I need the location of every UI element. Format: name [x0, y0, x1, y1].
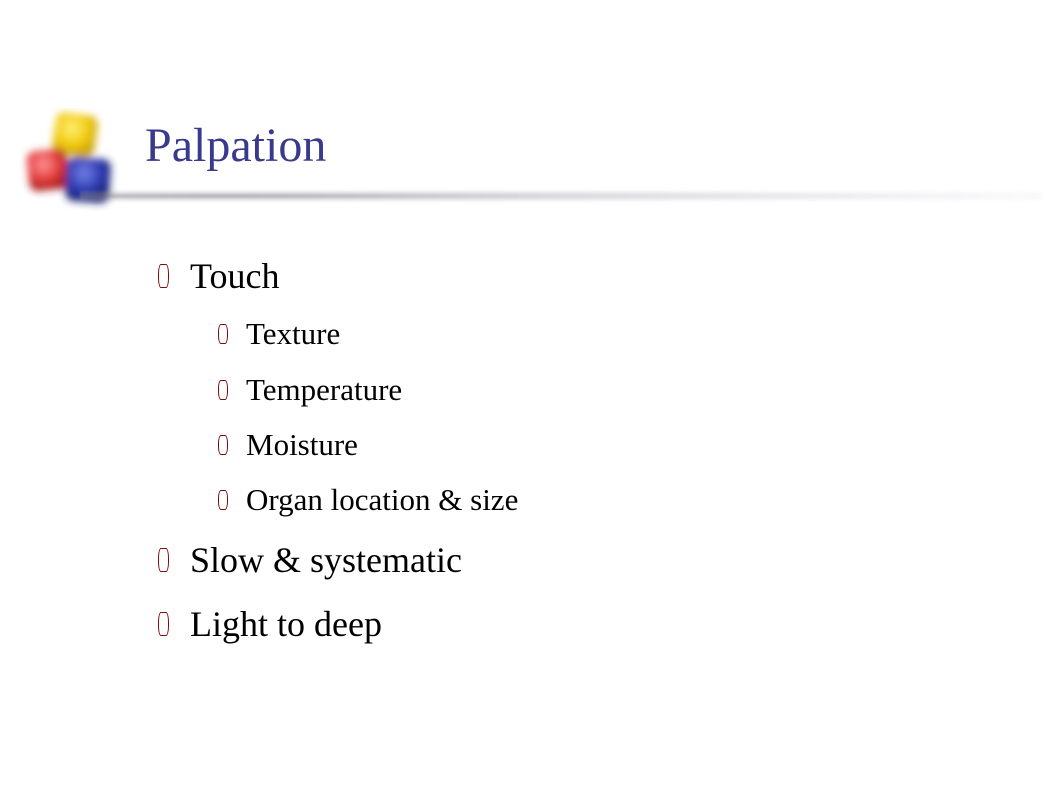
- bullet-text: Organ location & size: [246, 482, 518, 517]
- bullet-level2: Moisture: [210, 423, 1002, 466]
- bullet-text: Touch: [190, 256, 279, 296]
- bullet-text: Slow & systematic: [190, 540, 462, 580]
- bullet-level2: Texture: [210, 312, 1002, 355]
- bullet-level1: Slow & systematic: [150, 534, 1002, 586]
- bullet-text: Light to deep: [190, 604, 382, 644]
- bullet-text: Texture: [246, 316, 340, 351]
- title-divider: [80, 190, 1042, 202]
- bullet-level1: Light to deep: [150, 598, 1002, 650]
- bullet-text: Moisture: [246, 427, 358, 462]
- bullet-level2: Organ location & size: [210, 478, 1002, 521]
- bullet-level2: Temperature: [210, 368, 1002, 411]
- bullet-level1: Touch Texture Temperature Moisture Organ…: [150, 250, 1002, 522]
- slide-title: Palpation: [145, 118, 326, 173]
- bullet-text: Temperature: [246, 372, 402, 407]
- slide-body: Touch Texture Temperature Moisture Organ…: [150, 250, 1002, 662]
